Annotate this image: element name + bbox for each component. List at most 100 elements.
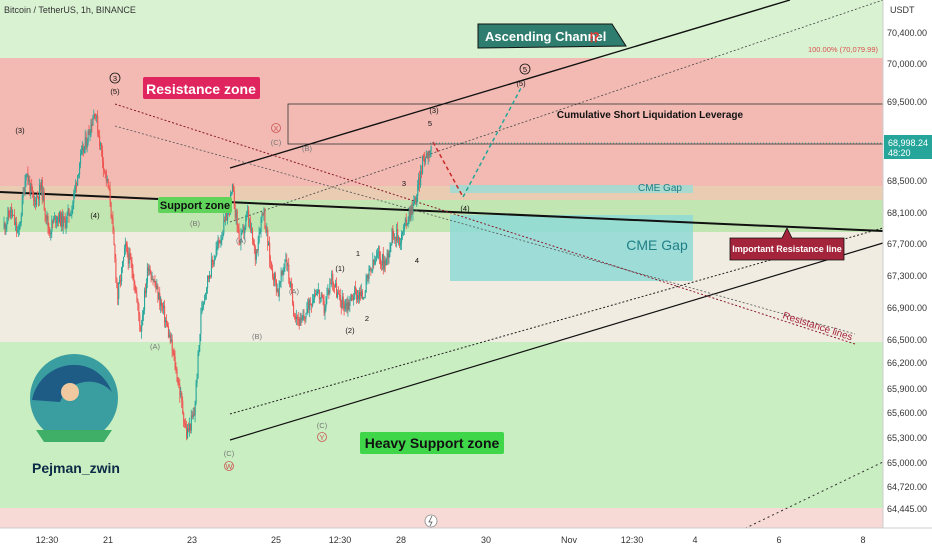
- candle-body: [384, 260, 386, 266]
- candle-body: [238, 228, 240, 242]
- candle-body: [189, 423, 191, 431]
- wave-a-3: (A): [289, 287, 300, 296]
- candle-body: [273, 276, 275, 281]
- price-tick: 66,500.00: [887, 335, 927, 345]
- candle-body: [270, 260, 272, 263]
- candle-body: [17, 229, 19, 232]
- candle-body: [15, 222, 17, 225]
- wave-p3-left: (3): [15, 126, 25, 135]
- price-tick: 65,900.00: [887, 384, 927, 394]
- wave-x-label: X: [273, 124, 278, 133]
- candle-body: [27, 173, 29, 182]
- time-axis-bg[interactable]: [0, 528, 932, 550]
- candle-body: [267, 229, 269, 246]
- candle-body: [282, 270, 284, 275]
- candle-body: [199, 334, 201, 346]
- candle-body: [414, 198, 416, 201]
- candle-body: [51, 220, 53, 233]
- candle-body: [81, 149, 83, 154]
- candle-body: [283, 268, 285, 271]
- candle-body: [202, 303, 204, 308]
- candle-body: [272, 268, 274, 277]
- candle-body: [279, 282, 281, 284]
- candle-body: [5, 225, 7, 230]
- candle-body: [221, 237, 223, 240]
- candle-body: [76, 183, 78, 186]
- logo-ribbon: [36, 430, 112, 442]
- candle-body: [375, 259, 377, 261]
- candle-body: [209, 275, 211, 279]
- price-tick: 65,300.00: [887, 433, 927, 443]
- wave-b-2: (B): [252, 332, 263, 341]
- candle-body: [219, 241, 221, 244]
- candle-body: [319, 297, 321, 300]
- candle-body: [68, 208, 70, 216]
- candle-body: [403, 230, 405, 233]
- candle-body: [157, 285, 159, 300]
- candle-body: [289, 278, 291, 287]
- candle-body: [49, 233, 51, 235]
- candle-body: [10, 207, 12, 217]
- wave-3-circle-label: 3: [113, 74, 117, 83]
- candle-body: [328, 290, 330, 294]
- candle-body: [288, 264, 290, 279]
- ascending-channel-label: Ascending Channel: [485, 29, 606, 44]
- candle-body: [94, 113, 96, 117]
- candle-body: [284, 261, 286, 269]
- candle-body: [379, 251, 381, 258]
- candle-body: [166, 320, 168, 324]
- candle-body: [299, 318, 301, 326]
- candle-body: [89, 134, 91, 136]
- candle-body: [296, 316, 298, 319]
- candle-body: [347, 302, 349, 310]
- candle-body: [167, 326, 169, 338]
- candle-body: [62, 216, 64, 227]
- candle-body: [225, 212, 227, 220]
- candle-body: [169, 334, 171, 343]
- price-axis-bg[interactable]: [883, 0, 932, 528]
- candle-body: [39, 184, 41, 191]
- fib-label: 100.00% (70,079.99): [808, 45, 879, 54]
- wave-y-circle: [317, 432, 327, 442]
- candle-body: [342, 296, 344, 304]
- candle-body: [374, 260, 376, 264]
- candle-body: [91, 123, 93, 126]
- candle-body: [241, 230, 243, 234]
- candle-body: [134, 284, 136, 291]
- lightning-icon[interactable]: [424, 514, 438, 528]
- candle-body: [109, 188, 111, 203]
- candle-body: [419, 177, 421, 186]
- candle-body: [296, 316, 298, 319]
- candle-body: [193, 414, 195, 416]
- wave-n4: 4: [415, 256, 419, 265]
- candle-body: [133, 279, 135, 285]
- candle-body: [417, 184, 419, 197]
- candle-body: [19, 222, 21, 226]
- candle-body: [90, 123, 92, 135]
- wave-p2: (2): [345, 326, 355, 335]
- candle-body: [78, 174, 80, 176]
- price-tick: 70,400.00: [887, 28, 927, 38]
- candle-body: [160, 302, 162, 307]
- candle-body: [113, 229, 115, 245]
- chart-title: Bitcoin / TetherUS, 1h, BINANCE: [4, 5, 136, 15]
- wave-5-circle-label: 5: [523, 65, 527, 74]
- candle-body: [349, 300, 351, 307]
- candle-body: [176, 368, 178, 381]
- candle-body: [422, 156, 424, 174]
- candle-body: [256, 249, 258, 251]
- candle-body: [424, 158, 426, 163]
- candle-body: [321, 294, 323, 298]
- candle-body: [126, 245, 128, 255]
- candle-body: [220, 239, 222, 244]
- wave-3-paren-label: (5): [110, 87, 120, 96]
- candle-body: [183, 412, 185, 423]
- candle-body: [58, 217, 60, 223]
- candle-body: [243, 227, 245, 234]
- candle-body: [292, 290, 294, 304]
- candle-body: [185, 424, 187, 427]
- candle-body: [127, 254, 129, 264]
- candle-body: [141, 324, 143, 332]
- candle-body: [341, 296, 343, 309]
